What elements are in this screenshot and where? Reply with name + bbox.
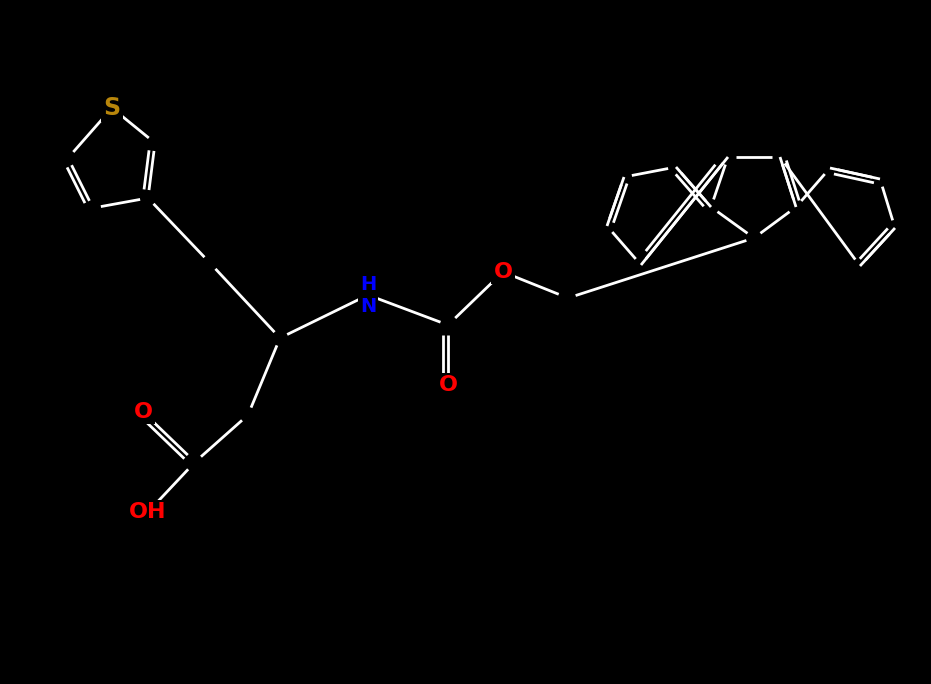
Text: O: O: [439, 375, 457, 395]
Text: H
N: H N: [360, 274, 376, 315]
Text: O: O: [493, 262, 512, 282]
Text: OH: OH: [129, 502, 167, 522]
Text: S: S: [103, 96, 120, 120]
Text: O: O: [133, 402, 153, 422]
